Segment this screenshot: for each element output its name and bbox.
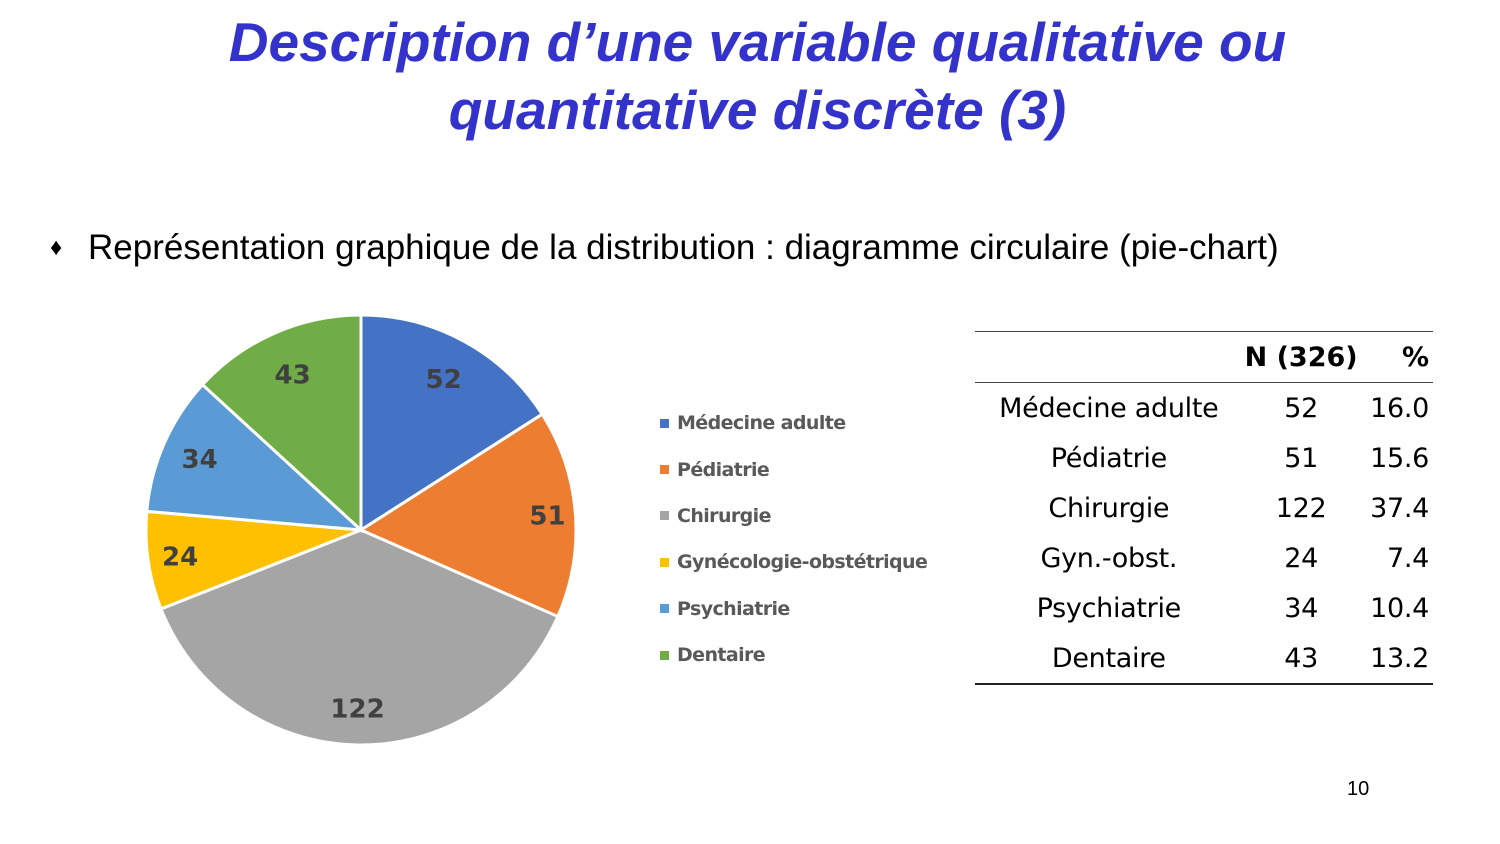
legend-item-psychiatrie: Psychiatrie [660, 586, 927, 632]
slide-title-line-2: quantitative discrète (3) [448, 79, 1067, 141]
legend-swatch-icon [660, 604, 669, 614]
legend-swatch-icon [660, 465, 669, 475]
slice-data-label: 34 [182, 445, 218, 475]
page-number: 10 [1347, 778, 1370, 800]
slide-title-line-1: Description d’une variable qualitative o… [228, 11, 1287, 73]
table-row: Chirurgie 122 37.4 [975, 483, 1433, 533]
pie-slice [159, 528, 560, 747]
cell-n: 24 [1284, 542, 1318, 574]
cell-category: Médecine adulte [999, 392, 1219, 424]
slice-data-label: 24 [162, 542, 198, 572]
pie-slice [357, 412, 578, 619]
legend-label: Gynécologie-obstétrique [677, 551, 928, 574]
cell-category: Psychiatrie [1036, 592, 1182, 624]
legend-item-pediatrie: Pédiatrie [660, 446, 927, 492]
legend-swatch-icon [660, 557, 669, 567]
legend-label: Chirurgie [677, 504, 771, 527]
legend-label: Pédiatrie [677, 458, 770, 481]
cell-category: Chirurgie [1048, 492, 1170, 524]
slice-data-label: 52 [426, 365, 462, 395]
slice-data-label: 51 [529, 502, 565, 532]
chart-legend: Médecine adulte Pédiatrie Chirurgie Gyné… [660, 400, 928, 678]
pie-slice [145, 382, 366, 532]
legend-swatch-icon [660, 650, 669, 660]
legend-swatch-icon [660, 511, 669, 521]
slice-data-label: 43 [275, 361, 311, 391]
header-pct: % [1401, 341, 1429, 373]
cell-n: 122 [1275, 492, 1327, 524]
table-row: Pédiatrie 51 15.6 [975, 433, 1433, 483]
legend-swatch-icon [660, 418, 669, 428]
cell-pct: 13.2 [1370, 642, 1429, 674]
cell-category: Dentaire [1051, 642, 1166, 674]
frequency-table: N (326) % Médecine adulte 52 16.0 Pédiat… [975, 331, 1433, 685]
header-n: N (326) [1244, 341, 1358, 373]
cell-n: 34 [1284, 592, 1318, 624]
table-row: Médecine adulte 52 16.0 [975, 383, 1433, 433]
slide-title: Description d’une variable qualitative o… [0, 8, 1500, 144]
cell-pct: 7.4 [1386, 542, 1429, 574]
cell-category: Pédiatrie [1050, 442, 1168, 474]
legend-item-chirurgie: Chirurgie [660, 493, 927, 539]
table-row: Dentaire 43 13.2 [975, 633, 1433, 683]
cell-category: Gyn.-obst. [1040, 542, 1178, 574]
pie-slice [359, 313, 545, 533]
table-bottom-rule [975, 683, 1433, 685]
slice-data-label: 122 [330, 694, 384, 724]
cell-pct: 10.4 [1370, 592, 1429, 624]
pie-slice [144, 509, 362, 611]
table-row: Psychiatrie 34 10.4 [975, 583, 1433, 633]
table-row: Gyn.-obst. 24 7.4 [975, 533, 1433, 583]
pie-slice [200, 313, 363, 534]
pie-chart: 52 51 122 24 34 43 [144, 313, 578, 747]
legend-item-medecine-adulte: Médecine adulte [660, 400, 927, 446]
legend-label: Médecine adulte [677, 412, 846, 435]
table-header-rule [975, 382, 1433, 383]
cell-n: 43 [1284, 642, 1318, 674]
legend-item-dentaire: Dentaire [660, 632, 927, 678]
cell-pct: 15.6 [1370, 442, 1429, 474]
cell-n: 51 [1284, 442, 1318, 474]
bullet-text: Représentation graphique de la distribut… [88, 228, 1279, 267]
table-header-row: N (326) % [975, 332, 1433, 382]
cell-pct: 37.4 [1370, 492, 1429, 524]
legend-label: Dentaire [677, 644, 766, 667]
cell-pct: 16.0 [1370, 392, 1429, 424]
bullet-point: ♦ Représentation graphique de la distribu… [50, 228, 1279, 268]
legend-label: Psychiatrie [677, 597, 790, 620]
legend-item-gynecologie: Gynécologie-obstétrique [660, 539, 928, 585]
diamond-bullet-icon: ♦ [50, 234, 63, 261]
table-top-rule [975, 331, 1433, 332]
cell-n: 52 [1284, 392, 1318, 424]
